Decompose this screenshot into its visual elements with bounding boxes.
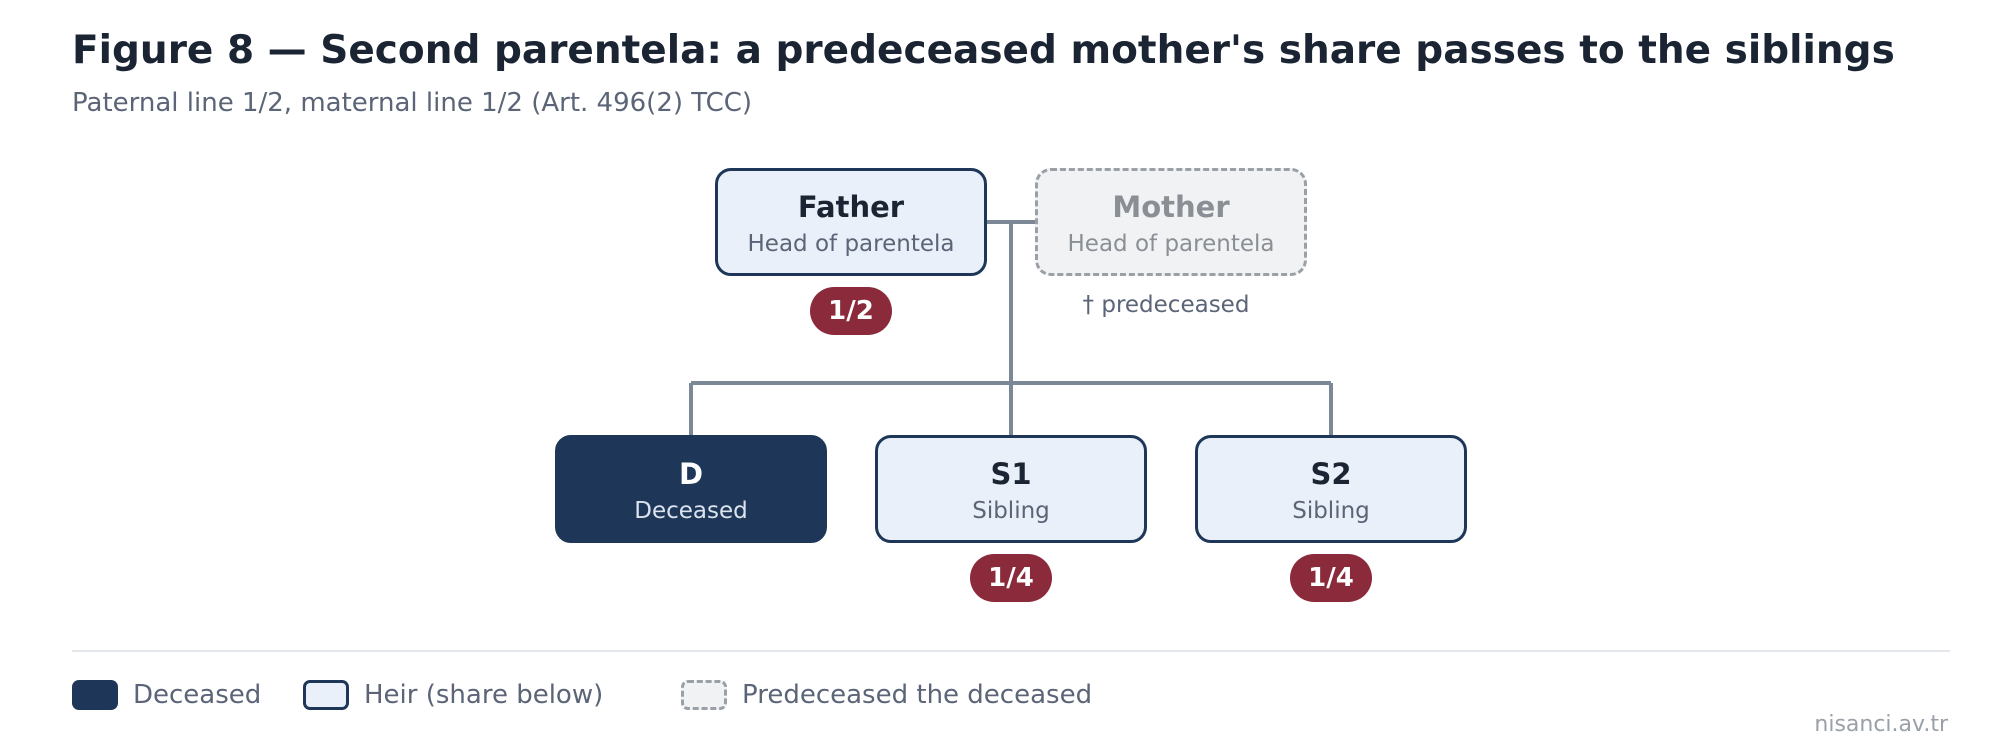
- s2-name: S2: [1310, 457, 1352, 491]
- legend-predeceased-label: Predeceased the deceased: [742, 680, 1093, 710]
- legend-divider: [72, 650, 1950, 652]
- s2-share-badge: 1/4: [1290, 554, 1372, 602]
- legend-deceased-swatch: [72, 680, 118, 710]
- figure-subtitle: Paternal line 1/2, maternal line 1/2 (Ar…: [72, 88, 753, 118]
- s2-role: Sibling: [1292, 498, 1370, 524]
- father-name: Father: [797, 190, 905, 224]
- mother-role: Head of parentela: [1067, 231, 1275, 257]
- deceased-role: Deceased: [634, 498, 748, 524]
- sibling-s2-node: S2 Sibling: [1195, 435, 1467, 543]
- s1-role: Sibling: [972, 498, 1050, 524]
- figure-title: Figure 8 — Second parentela: a predeceas…: [72, 28, 1895, 73]
- deceased-node: D Deceased: [555, 435, 827, 543]
- father-node: Father Head of parentela: [715, 168, 987, 276]
- father-share-badge: 1/2: [810, 287, 892, 335]
- s1-share-badge: 1/4: [970, 554, 1052, 602]
- sibling-s1-node: S1 Sibling: [875, 435, 1147, 543]
- legend-deceased-label: Deceased: [133, 680, 262, 710]
- legend-predeceased-swatch: [681, 680, 727, 710]
- legend-heir-swatch: [303, 680, 349, 710]
- mother-name: Mother: [1112, 190, 1230, 224]
- deceased-name: D: [678, 457, 704, 491]
- mother-node: Mother Head of parentela: [1035, 168, 1307, 276]
- legend-heir-label: Heir (share below): [364, 680, 604, 710]
- credit-text: nisanci.av.tr: [1814, 712, 1948, 737]
- father-role: Head of parentela: [747, 231, 955, 257]
- mother-predeceased-note: † predeceased: [1082, 292, 1250, 318]
- s1-name: S1: [990, 457, 1032, 491]
